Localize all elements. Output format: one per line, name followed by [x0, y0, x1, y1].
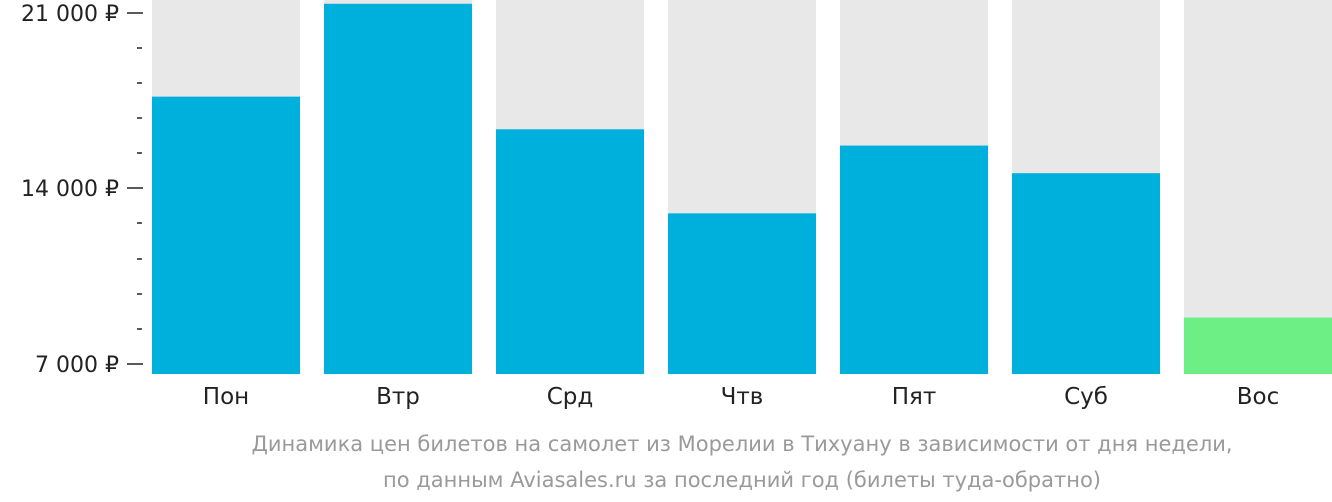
- bar-7[interactable]: [1184, 317, 1332, 374]
- x-tick-label: Вос: [1237, 384, 1280, 410]
- bar-1[interactable]: [152, 96, 300, 375]
- bar-3[interactable]: [496, 129, 644, 374]
- bar-4[interactable]: [668, 213, 816, 374]
- price-bar-chart: Пон Втр Срд Чтв Пят Суб Вос 7 000 ₽ 14 000 ₽ 21 0…: [21, 0, 1332, 410]
- x-tick-label: Пят: [892, 384, 937, 410]
- bar-2[interactable]: [324, 3, 472, 374]
- bar-5[interactable]: [840, 145, 988, 374]
- bar-6[interactable]: [1012, 173, 1160, 374]
- x-tick-label: Суб: [1064, 384, 1108, 410]
- x-tick-label: Срд: [547, 384, 594, 410]
- x-tick-label: Чтв: [721, 384, 764, 410]
- x-tick-label: Пон: [203, 384, 249, 410]
- chart-caption-line-1: Динамика цен билетов на самолет из Морел…: [251, 432, 1233, 456]
- chart-caption-line-2: по данным Aviasales.ru за последний год …: [383, 468, 1101, 492]
- y-tick-label: 14 000 ₽: [21, 177, 119, 202]
- x-tick-label: Втр: [376, 384, 420, 410]
- y-tick-label: 21 000 ₽: [21, 2, 119, 27]
- bar-background: [1184, 0, 1332, 374]
- y-tick-label: 7 000 ₽: [35, 353, 119, 378]
